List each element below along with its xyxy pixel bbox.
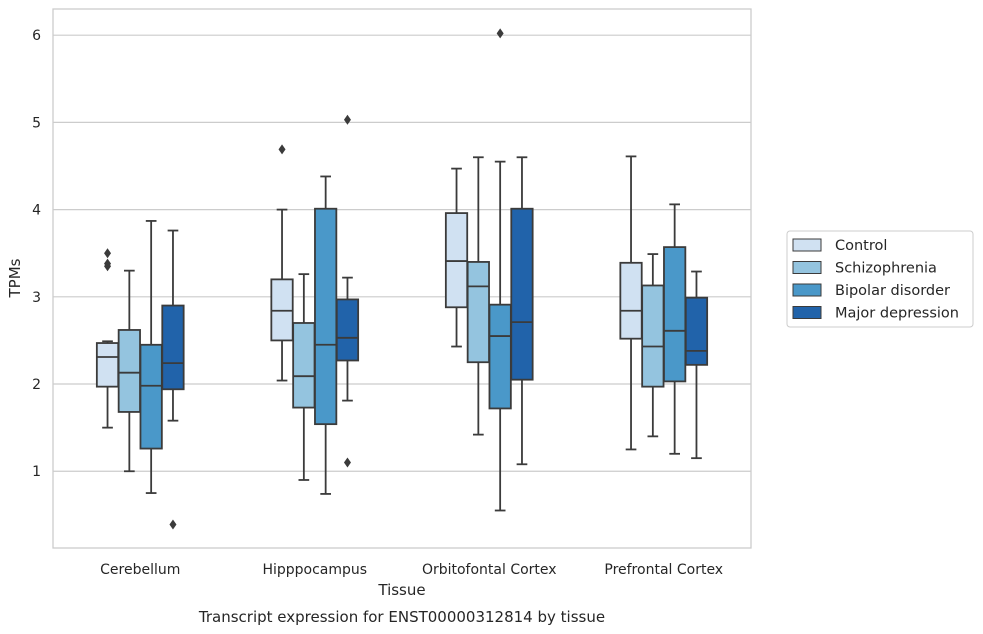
outlier-point (169, 519, 177, 530)
outlier-point (343, 114, 351, 125)
box-body (466, 261, 490, 364)
outlier-point (278, 144, 286, 155)
y-axis-ticks: 1 2 3 4 5 6 (32, 28, 41, 480)
box-control (270, 144, 294, 382)
y-tick-label: 4 (32, 203, 41, 219)
x-axis-ticks: Cerebellum Hipppocampus Orbitofontal Corte… (100, 562, 723, 578)
box-schizophrenia (117, 269, 141, 473)
box-control (95, 248, 120, 429)
outlier-point (104, 258, 112, 269)
box-body (641, 284, 665, 388)
legend: Control Schizophrenia Bipolar disorder Majo… (786, 230, 974, 328)
box-body (161, 304, 185, 391)
box-body (314, 207, 338, 426)
legend-frame (786, 230, 974, 328)
outlier-point (496, 28, 504, 39)
legend-entry-label: Schizophrenia (835, 261, 937, 277)
x-tick-label: Hipppocampus (262, 562, 367, 578)
box-schizophrenia (641, 253, 665, 438)
box-bipolar-disorder (488, 28, 512, 512)
y-tick-label: 3 (32, 290, 41, 306)
box-body (95, 342, 120, 388)
box-body (619, 261, 643, 340)
legend-swatch (792, 238, 822, 252)
box-control (619, 155, 643, 451)
legend-entry-label: Control (835, 238, 887, 254)
legend-swatch (792, 306, 822, 319)
plot-area-frame (52, 8, 752, 549)
y-axis-label: TPMs (6, 258, 24, 298)
x-tick-label: Orbitofontal Cortex (422, 562, 557, 578)
y-tick-label: 2 (32, 377, 41, 393)
box-body (335, 298, 360, 362)
box-body (488, 303, 512, 410)
legend-entry-label: Bipolar disorder (835, 283, 950, 299)
boxes (95, 28, 709, 530)
box-schizophrenia (466, 156, 490, 436)
box-bipolar-disorder (314, 175, 338, 495)
y-tick-label: 5 (32, 115, 41, 131)
y-tick-label: 6 (32, 28, 41, 44)
y-tick-label: 1 (32, 464, 41, 480)
box-body (510, 207, 534, 381)
box-major-depression (161, 229, 185, 530)
outlier-point (104, 248, 112, 259)
box-major-depression (510, 156, 534, 466)
box-body (139, 343, 163, 450)
box-body (684, 296, 709, 366)
box-major-depression (335, 114, 360, 468)
box-major-depression (684, 270, 709, 460)
box-control (444, 167, 469, 348)
outlier-point (343, 457, 351, 468)
box-bipolar-disorder (139, 220, 163, 494)
box-body (292, 322, 316, 409)
legend-swatch (792, 283, 822, 297)
x-axis-label: Tissue (377, 581, 425, 599)
box-bipolar-disorder (663, 203, 687, 455)
legend-entry-label: Major depression (835, 306, 959, 322)
box-schizophrenia (292, 273, 316, 481)
box-body (117, 329, 141, 413)
legend-swatch (792, 261, 822, 274)
x-tick-label: Cerebellum (100, 562, 180, 578)
box-body (663, 246, 687, 383)
x-tick-label: Prefrontal Cortex (604, 562, 723, 578)
chart-caption: Transcript expression for ENST0000031281… (198, 608, 605, 626)
